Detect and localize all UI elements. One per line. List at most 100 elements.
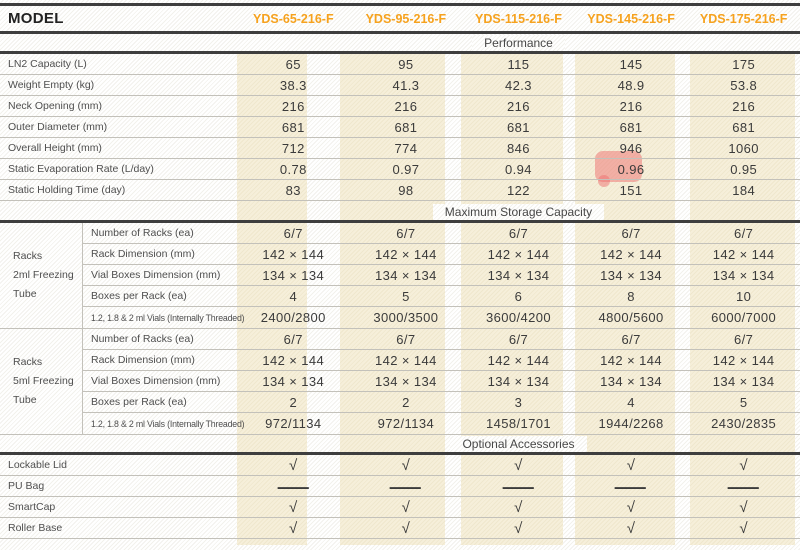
row-label: Number of Racks (ea) [91,333,194,345]
spec-value: 0.78 [279,161,307,177]
spec-value: 95 [398,56,414,72]
spec-row: Overall Height (mm) 712 774 846 946 1060 [0,138,800,159]
spec-row: Vial Boxes Dimension (mm) 134 × 134 134 … [83,371,800,392]
row-label: Neck Opening (mm) [8,100,102,112]
divider-thick [0,220,800,223]
spec-value: 6/7 [508,225,529,241]
check-mark: √ [401,456,411,474]
spec-value: 2430/2835 [711,416,777,431]
check-mark: √ [288,456,298,474]
spec-row: LN2 Capacity (L) 65 95 115 145 175 [0,54,800,75]
row-label: Boxes per Rack (ea) [91,290,187,302]
spec-value: 175 [732,56,756,72]
divider-thick [0,3,800,6]
spec-value: 2 [402,394,410,410]
group-label-line2: 5ml Freezing Tube [13,375,74,406]
dash-mark: — [350,475,463,498]
spec-value: 216 [619,98,643,114]
accessory-row: Lockable Lid √ √ √ √ √ [0,455,800,476]
spec-value: 681 [732,119,756,135]
check-mark: √ [288,519,298,537]
spec-value: 65 [285,56,301,72]
spec-value: 6/7 [396,331,416,347]
accessory-row: SmartCap √ √ √ √ √ [0,497,800,518]
check-mark: √ [739,498,748,516]
spec-value: 142 × 144 [712,246,775,262]
spec-value: 774 [394,140,418,156]
check-mark: √ [626,456,636,474]
row-label: Weight Empty (kg) [8,79,95,91]
column-band [340,54,445,545]
row-label: Lockable Lid [8,459,67,471]
spec-value: 972/1134 [265,416,322,431]
spec-row: Weight Empty (kg) 38.3 41.3 42.3 48.9 53… [0,75,800,96]
model-name: YDS-65-216-F [253,11,334,26]
spec-value: 134 × 134 [262,373,325,389]
spec-value: 216 [394,98,418,114]
row-label: 1.2, 1.8 & 2 ml Vials (Internally Thread… [91,312,245,323]
spec-value: 712 [281,140,305,156]
spec-value: 6/7 [734,331,754,347]
spec-value: 145 [619,56,643,72]
spec-value: 216 [281,98,305,114]
spec-row: Static Holding Time (day) 83 98 122 151 … [0,180,800,201]
spec-row: Number of Racks (ea) 6/7 6/7 6/7 6/7 6/7 [83,223,800,244]
spec-value: 6/7 [283,225,303,241]
check-mark: √ [401,519,411,537]
spec-value: 946 [619,140,643,156]
rack-group-label: Racks 2ml Freezing Tube [0,223,82,328]
row-label: Rack Dimension (mm) [91,248,195,260]
spec-value: 134 × 134 [487,373,550,389]
divider-thick [0,51,800,54]
dash-glyph: — [727,474,760,498]
rack-group-label: Racks 5ml Freezing Tube [0,329,82,434]
spec-value: 6/7 [508,331,529,347]
row-label: SmartCap [8,501,56,513]
section-title-accessories: Optional Accessories [237,435,800,452]
row-label: LN2 Capacity (L) [8,58,87,70]
spec-value: 4 [289,288,298,304]
check-mark: √ [514,456,523,474]
spec-row: Boxes per Rack (ea) 2 2 3 4 5 [83,392,800,413]
spec-row: 1.2, 1.8 & 2 ml Vials (Internally Thread… [83,413,800,434]
row-label: Vial Boxes Dimension (mm) [91,375,221,387]
spec-value: 6/7 [734,225,754,241]
check-mark: √ [626,519,636,537]
spec-value: 6/7 [621,225,641,241]
row-label: Boxes per Rack (ea) [91,396,187,408]
spec-row: Static Evaporation Rate (L/day) 0.78 0.9… [0,159,800,180]
spec-row: Rack Dimension (mm) 142 × 144 142 × 144 … [83,350,800,371]
model-name: YDS-115-216-F [475,11,562,26]
spec-value: 5 [402,288,410,304]
section-title-storage: Maximum Storage Capacity [237,201,800,220]
dash-glyph: — [614,474,648,498]
row-label: Static Evaporation Rate (L/day) [8,163,154,175]
divider-thick [0,452,800,455]
spec-value: 8 [627,288,635,304]
spec-value: 681 [619,119,643,135]
spec-value: 6/7 [283,331,303,347]
spec-value: 681 [281,119,305,135]
spec-value: 134 × 134 [600,267,662,283]
dash-glyph: — [389,474,422,498]
group-label-line2: 2ml Freezing Tube [13,269,74,300]
model-name: YDS-95-216-F [365,11,447,26]
model-header-label: MODEL [8,10,64,27]
dash-glyph: — [502,474,535,498]
rack-group-2ml: Racks 2ml Freezing Tube Number of Racks … [0,223,800,329]
spec-value: 4800/5600 [598,310,664,325]
spec-value: 142 × 144 [374,352,437,368]
divider-thick [0,31,800,34]
dash-mark: — [575,475,688,498]
column-band [690,54,795,545]
spec-value: 142 × 144 [600,352,662,368]
row-label: Number of Racks (ea) [91,227,194,239]
dash-glyph: — [277,474,310,498]
spec-value: 0.97 [392,161,420,177]
spec-value: 972/1134 [377,416,435,431]
spec-value: 681 [507,119,530,135]
accessory-row: Roller Base √ √ √ √ √ [0,518,800,539]
column-band [237,54,307,545]
spec-value: 1458/1701 [485,416,552,431]
spec-value: 6/7 [396,225,416,241]
